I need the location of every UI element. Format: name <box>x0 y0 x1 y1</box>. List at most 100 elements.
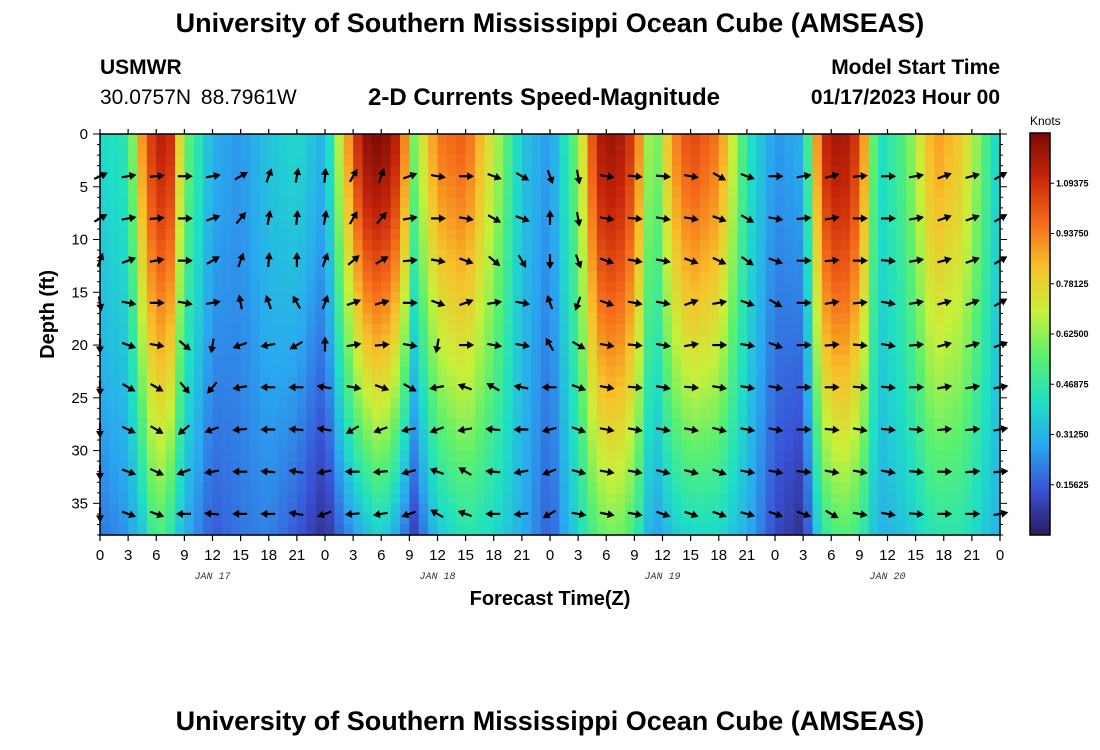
heatmap-cell <box>175 345 185 357</box>
heatmap-cell <box>878 260 889 272</box>
current-vector <box>234 171 248 181</box>
heatmap-cell <box>868 218 879 230</box>
heatmap-cell <box>493 492 504 504</box>
heatmap-cell <box>278 218 289 230</box>
heatmap-cell <box>906 482 917 494</box>
current-vector <box>796 467 812 476</box>
heatmap-cell <box>971 228 982 241</box>
heatmap-cell <box>953 134 964 146</box>
current-vector <box>852 341 868 350</box>
heatmap-cell <box>981 440 992 452</box>
heatmap-cell <box>203 366 214 378</box>
heatmap-cell <box>250 397 260 409</box>
heatmap-cell <box>381 155 392 167</box>
heatmap-cell <box>203 197 214 209</box>
heatmap-cell <box>231 207 242 220</box>
heatmap-cell <box>156 376 167 388</box>
heatmap-cell <box>400 165 410 177</box>
heatmap-cell <box>259 471 270 483</box>
heatmap-cell <box>840 323 851 336</box>
heatmap-cell <box>118 271 129 283</box>
heatmap-cell <box>559 345 570 357</box>
x-tick-label: 3 <box>799 547 807 564</box>
heatmap-cell <box>915 292 926 304</box>
heatmap-cell <box>737 408 748 420</box>
heatmap-cell <box>446 260 457 272</box>
heatmap-cell <box>615 144 626 156</box>
heatmap-cell <box>662 450 673 462</box>
heatmap-cell <box>128 524 139 536</box>
heatmap-cell <box>643 250 654 262</box>
heatmap-cell <box>296 471 307 483</box>
heatmap-cell <box>118 292 129 304</box>
heatmap-cell <box>118 471 129 483</box>
heatmap-cell <box>137 397 148 409</box>
heatmap-cell <box>953 323 964 336</box>
current-vector <box>796 510 812 519</box>
heatmap-cell <box>775 408 785 420</box>
heatmap-cell <box>981 302 992 314</box>
heatmap-cell <box>493 239 504 251</box>
heatmap-cell <box>381 524 392 536</box>
heatmap-cell <box>596 165 607 177</box>
heatmap-cell <box>568 397 579 409</box>
heatmap-cell <box>493 418 504 431</box>
heatmap-cell <box>221 165 232 177</box>
heatmap-cell <box>212 397 223 409</box>
heatmap-cell <box>981 197 992 209</box>
heatmap-cell <box>334 186 345 198</box>
heatmap-cell <box>953 144 964 156</box>
heatmap-cell <box>878 471 889 483</box>
heatmap-cell <box>418 260 429 272</box>
heatmap-cell <box>737 397 748 409</box>
x-tick-label: 18 <box>485 547 502 564</box>
heatmap-cell <box>953 176 964 188</box>
heatmap-cell <box>971 260 982 272</box>
heatmap-cell <box>521 144 532 156</box>
heatmap-cell <box>503 492 514 504</box>
heatmap-cell <box>409 313 420 325</box>
heatmap-cell <box>325 334 335 346</box>
heatmap-cell <box>156 155 167 167</box>
heatmap-cell <box>334 429 345 441</box>
current-vector <box>321 294 330 310</box>
heatmap-cell <box>896 503 907 515</box>
heatmap-cell <box>550 492 560 504</box>
heatmap-cell <box>737 134 748 146</box>
heatmap-cell <box>484 176 495 188</box>
heatmap-cell <box>934 450 945 462</box>
heatmap-cell <box>784 334 795 346</box>
heatmap-cell <box>259 292 270 304</box>
heatmap-cell <box>184 176 195 188</box>
heatmap-cell <box>971 524 982 536</box>
heatmap-cell <box>390 144 401 156</box>
heatmap-cell <box>446 134 457 146</box>
heatmap-cell <box>512 155 523 167</box>
heatmap-cell <box>765 524 776 536</box>
heatmap-cell <box>521 281 532 293</box>
heatmap-cell <box>128 482 139 494</box>
heatmap-cell <box>493 165 504 177</box>
heatmap-cell <box>709 524 720 536</box>
heatmap-cell <box>634 176 645 188</box>
heatmap-cell <box>709 207 720 220</box>
heatmap-cell <box>400 471 410 483</box>
heatmap-cell <box>296 313 307 325</box>
heatmap-cell <box>793 450 804 462</box>
heatmap-cell <box>325 345 335 357</box>
heatmap-cell <box>418 366 429 378</box>
heatmap-cell <box>971 239 982 251</box>
heatmap-cell <box>259 207 270 220</box>
heatmap-cell <box>812 218 823 230</box>
heatmap-cell <box>137 524 148 536</box>
heatmap-cell <box>671 155 682 167</box>
heatmap-cell <box>287 355 298 367</box>
heatmap-cell <box>559 334 570 346</box>
heatmap-cell <box>512 250 523 262</box>
heatmap-cell <box>953 482 964 494</box>
heatmap-cell <box>250 292 260 304</box>
heatmap-cell <box>418 513 429 526</box>
heatmap-cell <box>587 250 598 262</box>
heatmap-cell <box>278 524 289 536</box>
heatmap-cell <box>128 186 139 198</box>
